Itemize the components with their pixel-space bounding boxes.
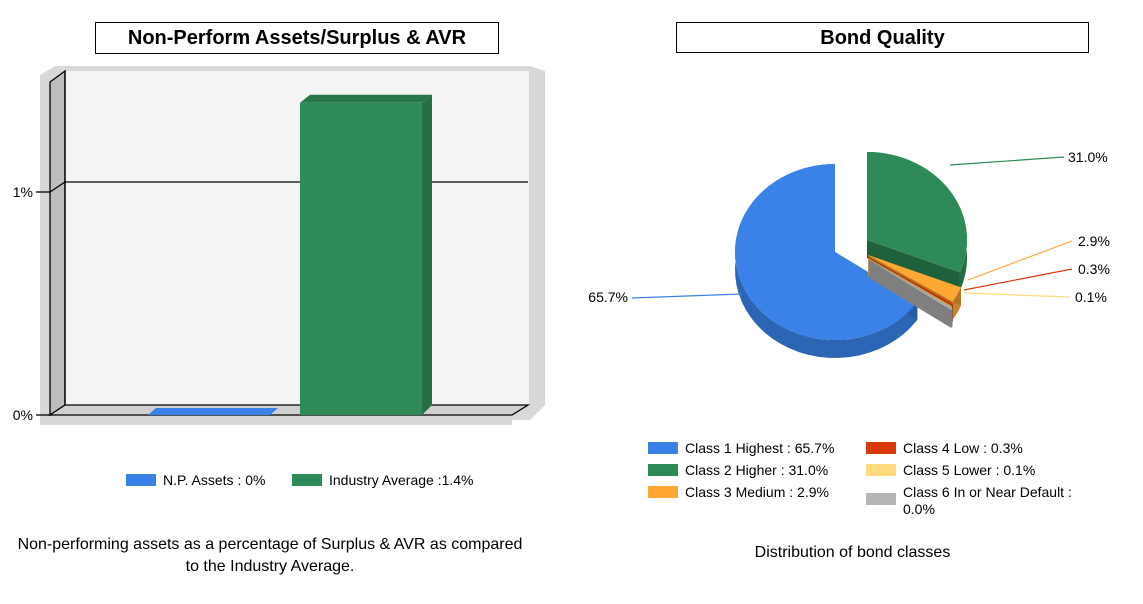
- pie-data-label: 31.0%: [1068, 149, 1108, 165]
- bar-chart-caption: Non-performing assets as a percentage of…: [17, 536, 523, 575]
- pie-chart-title: Bond Quality: [676, 22, 1089, 53]
- left-wall: [49, 69, 66, 417]
- legend-label: Class 6 In or Near Default : 0.0%: [903, 484, 1072, 517]
- legend-swatch: [648, 464, 678, 476]
- legend-item-np-assets: N.P. Assets : 0%: [126, 472, 265, 489]
- legend-swatch: [648, 486, 678, 498]
- bar-top: [300, 94, 432, 103]
- legend-swatch: [866, 442, 896, 454]
- leader-line: [963, 268, 1073, 291]
- legend-item-industry-average: Industry Average :1.4%: [292, 472, 474, 489]
- leader-line: [967, 240, 1073, 281]
- bar-chart-title: Non-Perform Assets/Surplus & AVR: [95, 22, 499, 54]
- legend-swatch: [648, 442, 678, 454]
- pie-slice-5: [868, 258, 952, 307]
- legend-item-class-3: Class 3 Medium : 2.9%: [648, 484, 829, 501]
- legend-label: Class 3 Medium : 2.9%: [685, 484, 829, 500]
- pie-data-label: 0.3%: [1078, 261, 1110, 277]
- legend-label: Class 1 Highest : 65.7%: [685, 440, 835, 456]
- floor: [47, 404, 531, 416]
- leader-line: [963, 292, 1071, 298]
- leader-line: [631, 293, 743, 299]
- pie-slice-1: [734, 164, 918, 341]
- legend-label: Industry Average :1.4%: [329, 472, 474, 488]
- pie-slice-2: [867, 152, 967, 273]
- legend-item-class-5: Class 5 Lower : 0.1%: [866, 462, 1035, 479]
- pie-slice-3: [868, 255, 961, 302]
- y-tick-label: 1%: [13, 184, 33, 200]
- legend-swatch: [866, 464, 896, 476]
- legend-swatch: [292, 474, 322, 486]
- legend-swatch: [126, 474, 156, 486]
- legend-label: N.P. Assets : 0%: [163, 472, 266, 488]
- legend-label: Class 5 Lower : 0.1%: [903, 462, 1036, 478]
- y-tick-label: 0%: [13, 407, 33, 423]
- pie-data-label: 0.1%: [1075, 289, 1107, 305]
- gridline-side: [49, 181, 66, 193]
- legend-item-class-1: Class 1 Highest : 65.7%: [648, 440, 834, 457]
- bar-industry-average: [300, 102, 422, 416]
- pie-data-label: 2.9%: [1078, 233, 1110, 249]
- back-wall: [65, 71, 529, 405]
- legend-item-class-6: Class 6 In or Near Default : 0.0%: [866, 484, 1096, 518]
- pie-data-label: 65.7%: [588, 289, 628, 305]
- leader-line: [949, 156, 1065, 166]
- pie-slice-4: [868, 257, 953, 306]
- bar-np-assets: [148, 408, 278, 415]
- legend-label: Class 4 Low : 0.3%: [903, 440, 1023, 456]
- legend-swatch: [866, 493, 896, 505]
- pie-slice-6: [869, 260, 953, 311]
- legend-item-class-4: Class 4 Low : 0.3%: [866, 440, 1023, 457]
- bar-chart-frame: [40, 66, 545, 425]
- pie-slice-wall: [867, 240, 960, 291]
- bar-side: [422, 94, 432, 416]
- legend-label: Class 2 Higher : 31.0%: [685, 462, 829, 478]
- legend-item-class-2: Class 2 Higher : 31.0%: [648, 462, 828, 479]
- pie-chart-caption: Distribution of bond classes: [754, 544, 951, 561]
- pie-slice-wall: [869, 260, 952, 329]
